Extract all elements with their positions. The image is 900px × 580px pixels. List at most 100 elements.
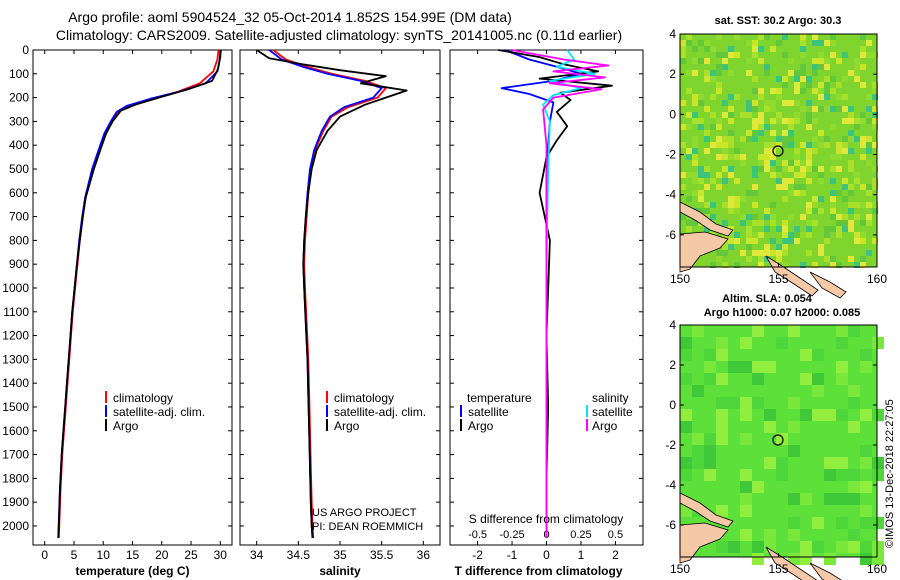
map-cell (812, 220, 818, 226)
legend-swatch-climatology (105, 391, 107, 403)
map-cell (686, 112, 692, 118)
map-cell (680, 421, 692, 433)
map-cell (704, 166, 710, 172)
map-cell (824, 94, 830, 100)
map-cell (788, 238, 794, 244)
map-cell (722, 64, 728, 70)
map-cell (716, 373, 728, 385)
map-cell (776, 88, 782, 94)
map-cell (866, 94, 872, 100)
x-tick-label: 2 (612, 548, 619, 562)
map-cell (806, 154, 812, 160)
map-cell (788, 178, 794, 184)
map-cell (782, 184, 788, 190)
sla-map-title: Altim. SLA: 0.054 (722, 293, 813, 305)
map-cell (800, 172, 806, 178)
legend-swatch-argo (326, 419, 328, 431)
depth-tick-label: 400 (9, 138, 29, 152)
map-cell (836, 166, 842, 172)
map-cell (776, 112, 782, 118)
map-cell (770, 250, 776, 256)
map-cell (716, 124, 722, 130)
map-cell (722, 202, 728, 208)
map-cell (836, 226, 842, 232)
project-annotation: US ARGO PROJECT (312, 507, 417, 519)
map-cell (824, 64, 830, 70)
legend-label-temperature-argo: Argo (468, 419, 494, 433)
map-cell (776, 136, 782, 142)
map-cell (740, 214, 746, 220)
map-cell (758, 220, 764, 226)
map-cell (782, 196, 788, 202)
map-cell (812, 373, 824, 385)
map-x-tick-label: 160 (867, 272, 887, 286)
map-cell (752, 184, 758, 190)
map-cell (800, 373, 812, 385)
salinity-legend: climatology satellite-adj. clim. Argo US… (312, 391, 426, 533)
map-cell (836, 214, 842, 220)
map-cell (686, 172, 692, 178)
map-cell (788, 517, 800, 529)
map-cell (686, 88, 692, 94)
map-cell (842, 136, 848, 142)
map-cell (716, 256, 722, 262)
map-cell (806, 160, 812, 166)
map-cell (710, 70, 716, 76)
map-cell (848, 541, 860, 553)
pi-annotation: PI: DEAN ROEMMICH (312, 521, 423, 533)
map-cell (710, 178, 716, 184)
map-cell (740, 154, 746, 160)
map-x-tick-label: 150 (670, 562, 690, 576)
map-cell (740, 433, 752, 445)
map-cell (746, 58, 752, 64)
map-cell (704, 76, 710, 82)
map-cell (704, 58, 710, 64)
map-cell (704, 172, 710, 178)
map-cell (692, 433, 704, 445)
land-mass (809, 562, 842, 580)
map-cell (776, 337, 788, 349)
map-cell (680, 337, 692, 349)
map-cell (800, 553, 812, 565)
map-cell (842, 52, 848, 58)
map-cell (740, 160, 746, 166)
map-cell (698, 124, 704, 130)
map-cell (692, 118, 698, 124)
map-cell (686, 154, 692, 160)
map-cell (758, 46, 764, 52)
map-cell (704, 202, 710, 208)
depth-tick-label: 1900 (2, 495, 29, 509)
map-cell (716, 409, 728, 421)
map-cell (830, 256, 836, 262)
map-cell (698, 100, 704, 106)
map-cell (806, 112, 812, 118)
map-cell (830, 190, 836, 196)
map-cell (728, 208, 734, 214)
map-cell (788, 118, 794, 124)
series-line-temperature-satellite (500, 49, 582, 538)
map-cell (770, 118, 776, 124)
map-cell (782, 100, 788, 106)
map-cell (824, 136, 830, 142)
map-cell (782, 238, 788, 244)
map-cell (734, 178, 740, 184)
map-cell (728, 136, 734, 142)
legend-swatch-satellite (326, 405, 328, 417)
map-cell (860, 232, 866, 238)
map-cell (848, 148, 854, 154)
map-cell (692, 178, 698, 184)
map-cell (806, 76, 812, 82)
map-cell (854, 214, 860, 220)
legend-swatch-satellite (105, 405, 107, 417)
map-cell (764, 421, 776, 433)
map-cell (812, 541, 824, 553)
map-cell (836, 94, 842, 100)
map-cell (782, 34, 788, 40)
map-cell (794, 148, 800, 154)
map-x-tick-label: 155 (768, 562, 788, 576)
map-cell (836, 142, 842, 148)
map-cell (872, 469, 884, 481)
map-cell (680, 373, 692, 385)
panel-frame (32, 49, 233, 546)
map-cell (698, 40, 704, 46)
